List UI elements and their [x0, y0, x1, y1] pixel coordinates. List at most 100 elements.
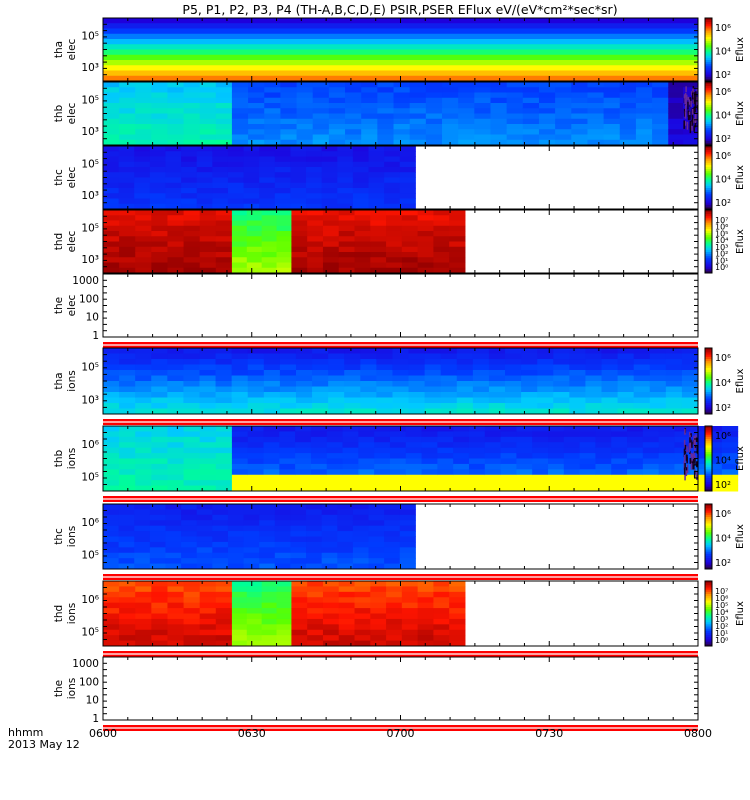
- spectrogram-cell: [243, 161, 260, 168]
- spectrogram-cell: [433, 215, 450, 221]
- spectrogram-cell: [167, 618, 185, 625]
- colorbar-swatch: [705, 583, 712, 586]
- spectrogram-cell: [322, 252, 340, 258]
- spectrogram-cell: [279, 485, 296, 492]
- spectrogram-cell: [617, 375, 635, 382]
- spectrogram-cell: [652, 87, 669, 93]
- spectrogram-cell: [522, 108, 540, 114]
- spectrogram-cell: [706, 480, 723, 487]
- spectrogram-cell: [259, 520, 276, 527]
- spectrogram-cell: [500, 447, 517, 454]
- spectrogram-cell: [571, 82, 588, 88]
- spectrogram-cell: [421, 480, 438, 487]
- colorbar-swatch: [705, 432, 712, 436]
- spectrogram-cell: [167, 397, 184, 404]
- spectrogram-cell: [119, 602, 136, 609]
- spectrogram-thc-elec: [103, 146, 416, 210]
- colorbar-swatch: [705, 428, 712, 431]
- spectrogram-cell: [579, 426, 596, 432]
- spectrogram-cell: [474, 118, 491, 125]
- spectrogram-cell: [312, 364, 329, 371]
- spectrogram-noise: [691, 116, 694, 125]
- spectrogram-cell: [376, 364, 393, 371]
- spectrogram-cell: [247, 386, 265, 393]
- spectrogram-cell: [291, 246, 308, 253]
- spectrogram-cell: [595, 474, 612, 481]
- spectrogram-cell: [490, 118, 508, 125]
- spectrogram-cell: [167, 431, 185, 438]
- spectrogram-cell: [295, 348, 313, 354]
- spectrogram-cell: [103, 118, 120, 125]
- spectrogram-cell: [617, 370, 635, 376]
- spectrogram-cell: [312, 348, 329, 354]
- spectrogram-cell: [274, 156, 291, 163]
- spectrogram-cell: [248, 129, 265, 135]
- spectrogram-cell: [274, 504, 291, 510]
- spectrogram-cell: [261, 231, 278, 237]
- spectrogram-cell: [103, 581, 120, 587]
- colorbar-swatch: [705, 64, 712, 67]
- spectrogram-cell: [264, 134, 281, 141]
- spectrogram-noise: [695, 473, 698, 480]
- spectrogram-cell: [386, 257, 403, 263]
- spectrogram-tha-elec: [103, 18, 698, 82]
- spectrogram-cell: [167, 364, 184, 371]
- spectrogram-cell: [370, 246, 387, 253]
- spectrogram-cell: [328, 108, 346, 114]
- spectrogram-cell: [393, 87, 411, 93]
- spectrogram-cell: [401, 613, 419, 620]
- spectrogram-cell: [370, 597, 387, 604]
- spectrogram-cell: [279, 403, 297, 409]
- spectrogram-cell: [151, 381, 168, 387]
- colorbar-swatch: [705, 156, 712, 160]
- spectrogram-cell: [322, 613, 340, 620]
- spectrogram-cell: [167, 241, 185, 248]
- spectrogram-cell: [135, 359, 152, 365]
- spectrogram-cell: [358, 436, 375, 443]
- spectrogram-cell: [337, 514, 354, 521]
- spectrogram-cell: [296, 139, 314, 146]
- spectrogram-cell: [103, 397, 120, 404]
- spectrogram-cell: [263, 397, 281, 404]
- spectrogram-cell: [408, 381, 426, 387]
- spectrogram-cell: [134, 509, 151, 516]
- spectrogram-cell: [421, 436, 438, 443]
- spectrogram-cell: [417, 225, 434, 232]
- spectrogram-cell: [374, 426, 391, 432]
- spectrogram-cell: [151, 480, 168, 487]
- panel-label-species: elec: [66, 230, 78, 252]
- spectrogram-cell: [506, 87, 524, 93]
- spectrogram-cell: [437, 485, 454, 492]
- y-tick-label: 10³: [81, 254, 99, 266]
- spectrogram-cell: [617, 397, 635, 404]
- spectrogram-cell: [401, 210, 419, 216]
- spectrogram-cell: [181, 182, 198, 189]
- spectrogram-cell: [506, 82, 524, 88]
- colorbar-frame: [704, 347, 713, 415]
- spectrogram-cell: [384, 198, 401, 205]
- spectrogram-cell: [248, 124, 265, 130]
- spectrogram-cell: [215, 635, 233, 642]
- spectrogram-cell: [310, 447, 328, 454]
- spectrogram-cell: [199, 629, 217, 636]
- spectrogram-cell: [668, 113, 684, 120]
- spectrogram-cell: [619, 103, 637, 109]
- spectrogram-cell: [389, 474, 407, 481]
- spectrogram-noise: [687, 96, 690, 101]
- spectrogram-cell: [376, 370, 393, 376]
- spectrogram-cell: [199, 431, 217, 438]
- spectrogram-cell: [456, 353, 474, 360]
- spectrogram-cell: [322, 640, 340, 647]
- spectrogram-cell: [553, 386, 570, 393]
- spectrogram-cell: [199, 408, 217, 415]
- spectrogram-cell: [199, 257, 217, 263]
- spectrogram-cell: [368, 525, 385, 532]
- colorbar-label: Eflux: [735, 601, 746, 626]
- spectrogram-cell: [449, 246, 466, 253]
- spectrogram-cell: [135, 113, 152, 120]
- spectrogram-cell: [352, 203, 370, 210]
- spectrogram-cell: [563, 458, 581, 465]
- spectrogram-cell: [263, 469, 280, 476]
- spectrogram-noise: [689, 101, 692, 108]
- spectrogram-cell: [307, 225, 324, 232]
